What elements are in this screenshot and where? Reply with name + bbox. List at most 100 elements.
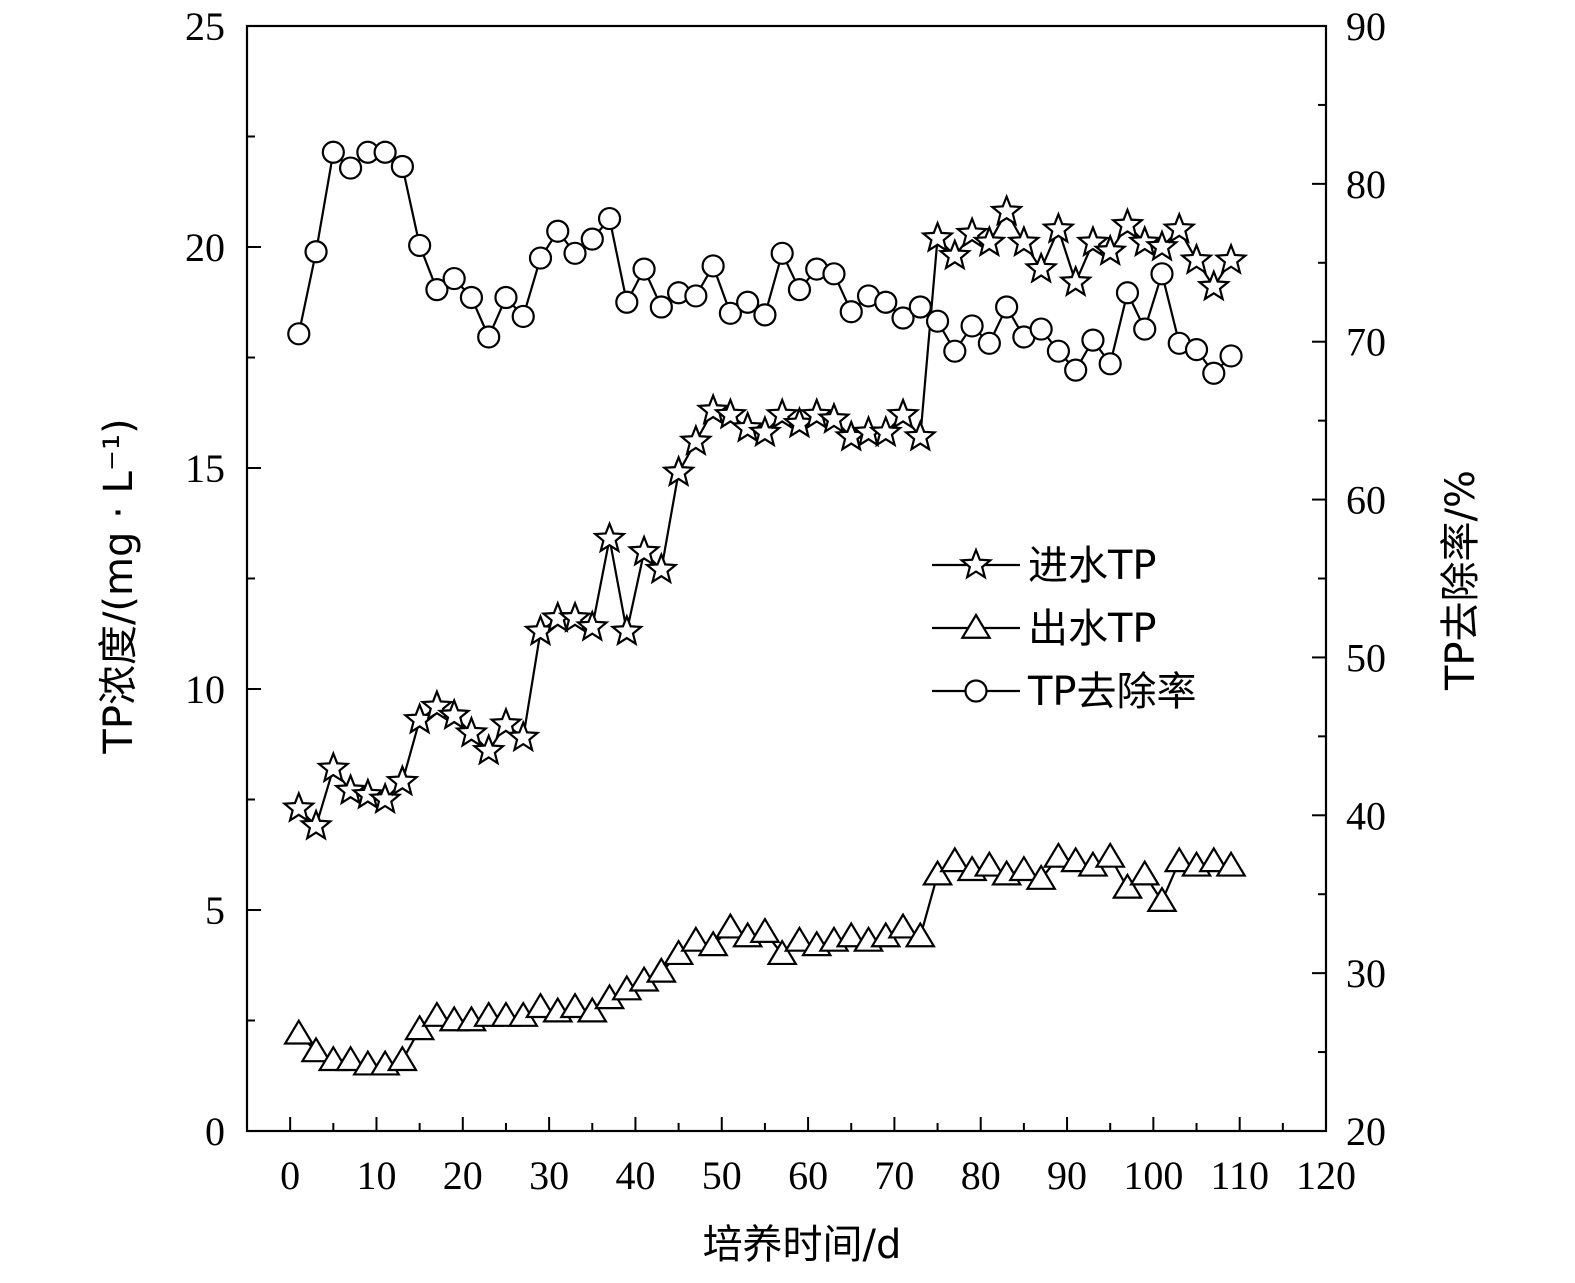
data-point-circle	[511, 304, 535, 329]
data-point-circle	[995, 295, 1019, 319]
y-axis-left-title: TP浓度/(mg · L⁻¹)	[96, 418, 142, 754]
data-point-triangle	[421, 1000, 453, 1027]
data-point-triangle	[1094, 841, 1126, 868]
data-point-circle	[977, 331, 1001, 355]
data-point-circle	[1064, 358, 1088, 382]
data-point-star	[713, 396, 748, 430]
data-point-star	[298, 808, 334, 841]
data-point-circle	[943, 339, 967, 363]
y-left-tick-label: 0	[205, 1109, 225, 1154]
x-tick-label: 50	[702, 1153, 742, 1198]
data-point-star	[989, 193, 1024, 227]
data-point-star	[937, 237, 972, 271]
y-left-tick-label: 25	[185, 4, 225, 49]
data-point-circle	[874, 290, 898, 314]
x-tick-label: 60	[788, 1153, 828, 1198]
data-point-circle	[1029, 317, 1053, 341]
x-tick-label: 90	[1047, 1153, 1087, 1198]
data-point-triangle	[680, 925, 712, 952]
data-point-circle	[477, 325, 501, 349]
data-point-star	[1006, 224, 1042, 258]
x-tick-label: 0	[280, 1153, 300, 1198]
series-star	[281, 193, 1249, 841]
y-right-tick-label: 70	[1346, 320, 1386, 365]
data-point-triangle	[749, 916, 781, 943]
data-point-star	[609, 613, 644, 647]
data-point-circle	[718, 301, 742, 325]
data-point-star	[1075, 224, 1111, 258]
data-point-star	[1144, 228, 1180, 262]
data-point-star	[1127, 224, 1162, 258]
data-point-star	[471, 732, 506, 766]
data-point-circle	[1046, 339, 1071, 363]
data-point-circle	[908, 295, 932, 319]
data-point-triangle	[1008, 855, 1040, 882]
x-tick-label: 70	[874, 1153, 914, 1198]
y-right-tick-label: 80	[1346, 162, 1386, 207]
data-point-star	[1024, 251, 1059, 284]
data-point-triangle	[939, 846, 971, 873]
data-point-circle	[615, 290, 639, 314]
data-point-triangle	[887, 912, 919, 939]
data-point-star	[385, 763, 420, 797]
data-point-circle	[632, 257, 656, 281]
y-left-tick-label: 20	[185, 225, 225, 270]
data-point-star	[454, 715, 489, 748]
y-right-tick-label: 90	[1346, 4, 1386, 49]
x-tick-label: 30	[529, 1153, 569, 1198]
y-right-tick-label: 30	[1346, 951, 1386, 996]
data-point-star	[1058, 264, 1093, 297]
data-point-triangle	[1146, 886, 1178, 913]
data-point-circle	[563, 241, 587, 265]
y-right-tick-label: 60	[1346, 478, 1386, 523]
data-point-triangle	[1215, 850, 1247, 877]
data-point-circle	[321, 140, 345, 164]
data-point-circle	[684, 284, 708, 308]
data-point-circle	[1115, 281, 1140, 305]
data-point-triangle	[1198, 846, 1230, 873]
data-point-star	[885, 396, 921, 430]
data-point-circle	[822, 262, 846, 286]
data-point-star	[506, 719, 541, 753]
data-point-star	[661, 454, 696, 487]
data-point-star	[1041, 211, 1076, 244]
data-point-circle	[1219, 344, 1243, 368]
data-point-triangle	[1060, 846, 1092, 873]
data-point-star	[419, 688, 455, 722]
data-point-star	[799, 396, 834, 430]
data-point-circle	[1081, 328, 1105, 352]
data-point-star	[816, 401, 852, 434]
data-point-star	[488, 706, 524, 739]
data-point-circle	[960, 314, 984, 338]
data-point-circle	[442, 266, 466, 291]
data-point-star	[903, 419, 938, 452]
series-line	[298, 855, 1232, 1066]
y-left-tick-label: 5	[205, 888, 225, 933]
data-point-circle	[1150, 262, 1174, 286]
data-point-star	[972, 224, 1007, 258]
legend-label: 进水TP	[1028, 543, 1157, 589]
x-tick-label: 120	[1296, 1153, 1356, 1198]
y-right-tick-label: 50	[1346, 635, 1386, 680]
data-point-triangle	[283, 1018, 315, 1045]
data-point-star	[316, 750, 351, 784]
legend-label: TP去除率	[1027, 669, 1197, 715]
data-point-triangle	[576, 996, 608, 1023]
data-point-circle	[891, 306, 915, 330]
data-point-triangle	[697, 930, 729, 957]
data-point-circle	[770, 241, 794, 265]
data-point-triangle	[904, 921, 936, 948]
data-point-circle	[1202, 361, 1226, 385]
y-left-tick-label: 10	[185, 667, 225, 712]
data-point-circle	[736, 290, 760, 314]
data-point-star	[367, 781, 403, 815]
data-point-circle	[425, 278, 449, 302]
data-point-circle	[753, 303, 777, 327]
data-point-star	[765, 396, 800, 430]
data-point-circle	[408, 233, 432, 258]
x-axis-title: 培养时间/d	[703, 1222, 902, 1268]
data-point-triangle	[524, 992, 557, 1019]
data-point-star	[1196, 268, 1231, 302]
data-point-circle	[287, 322, 311, 346]
